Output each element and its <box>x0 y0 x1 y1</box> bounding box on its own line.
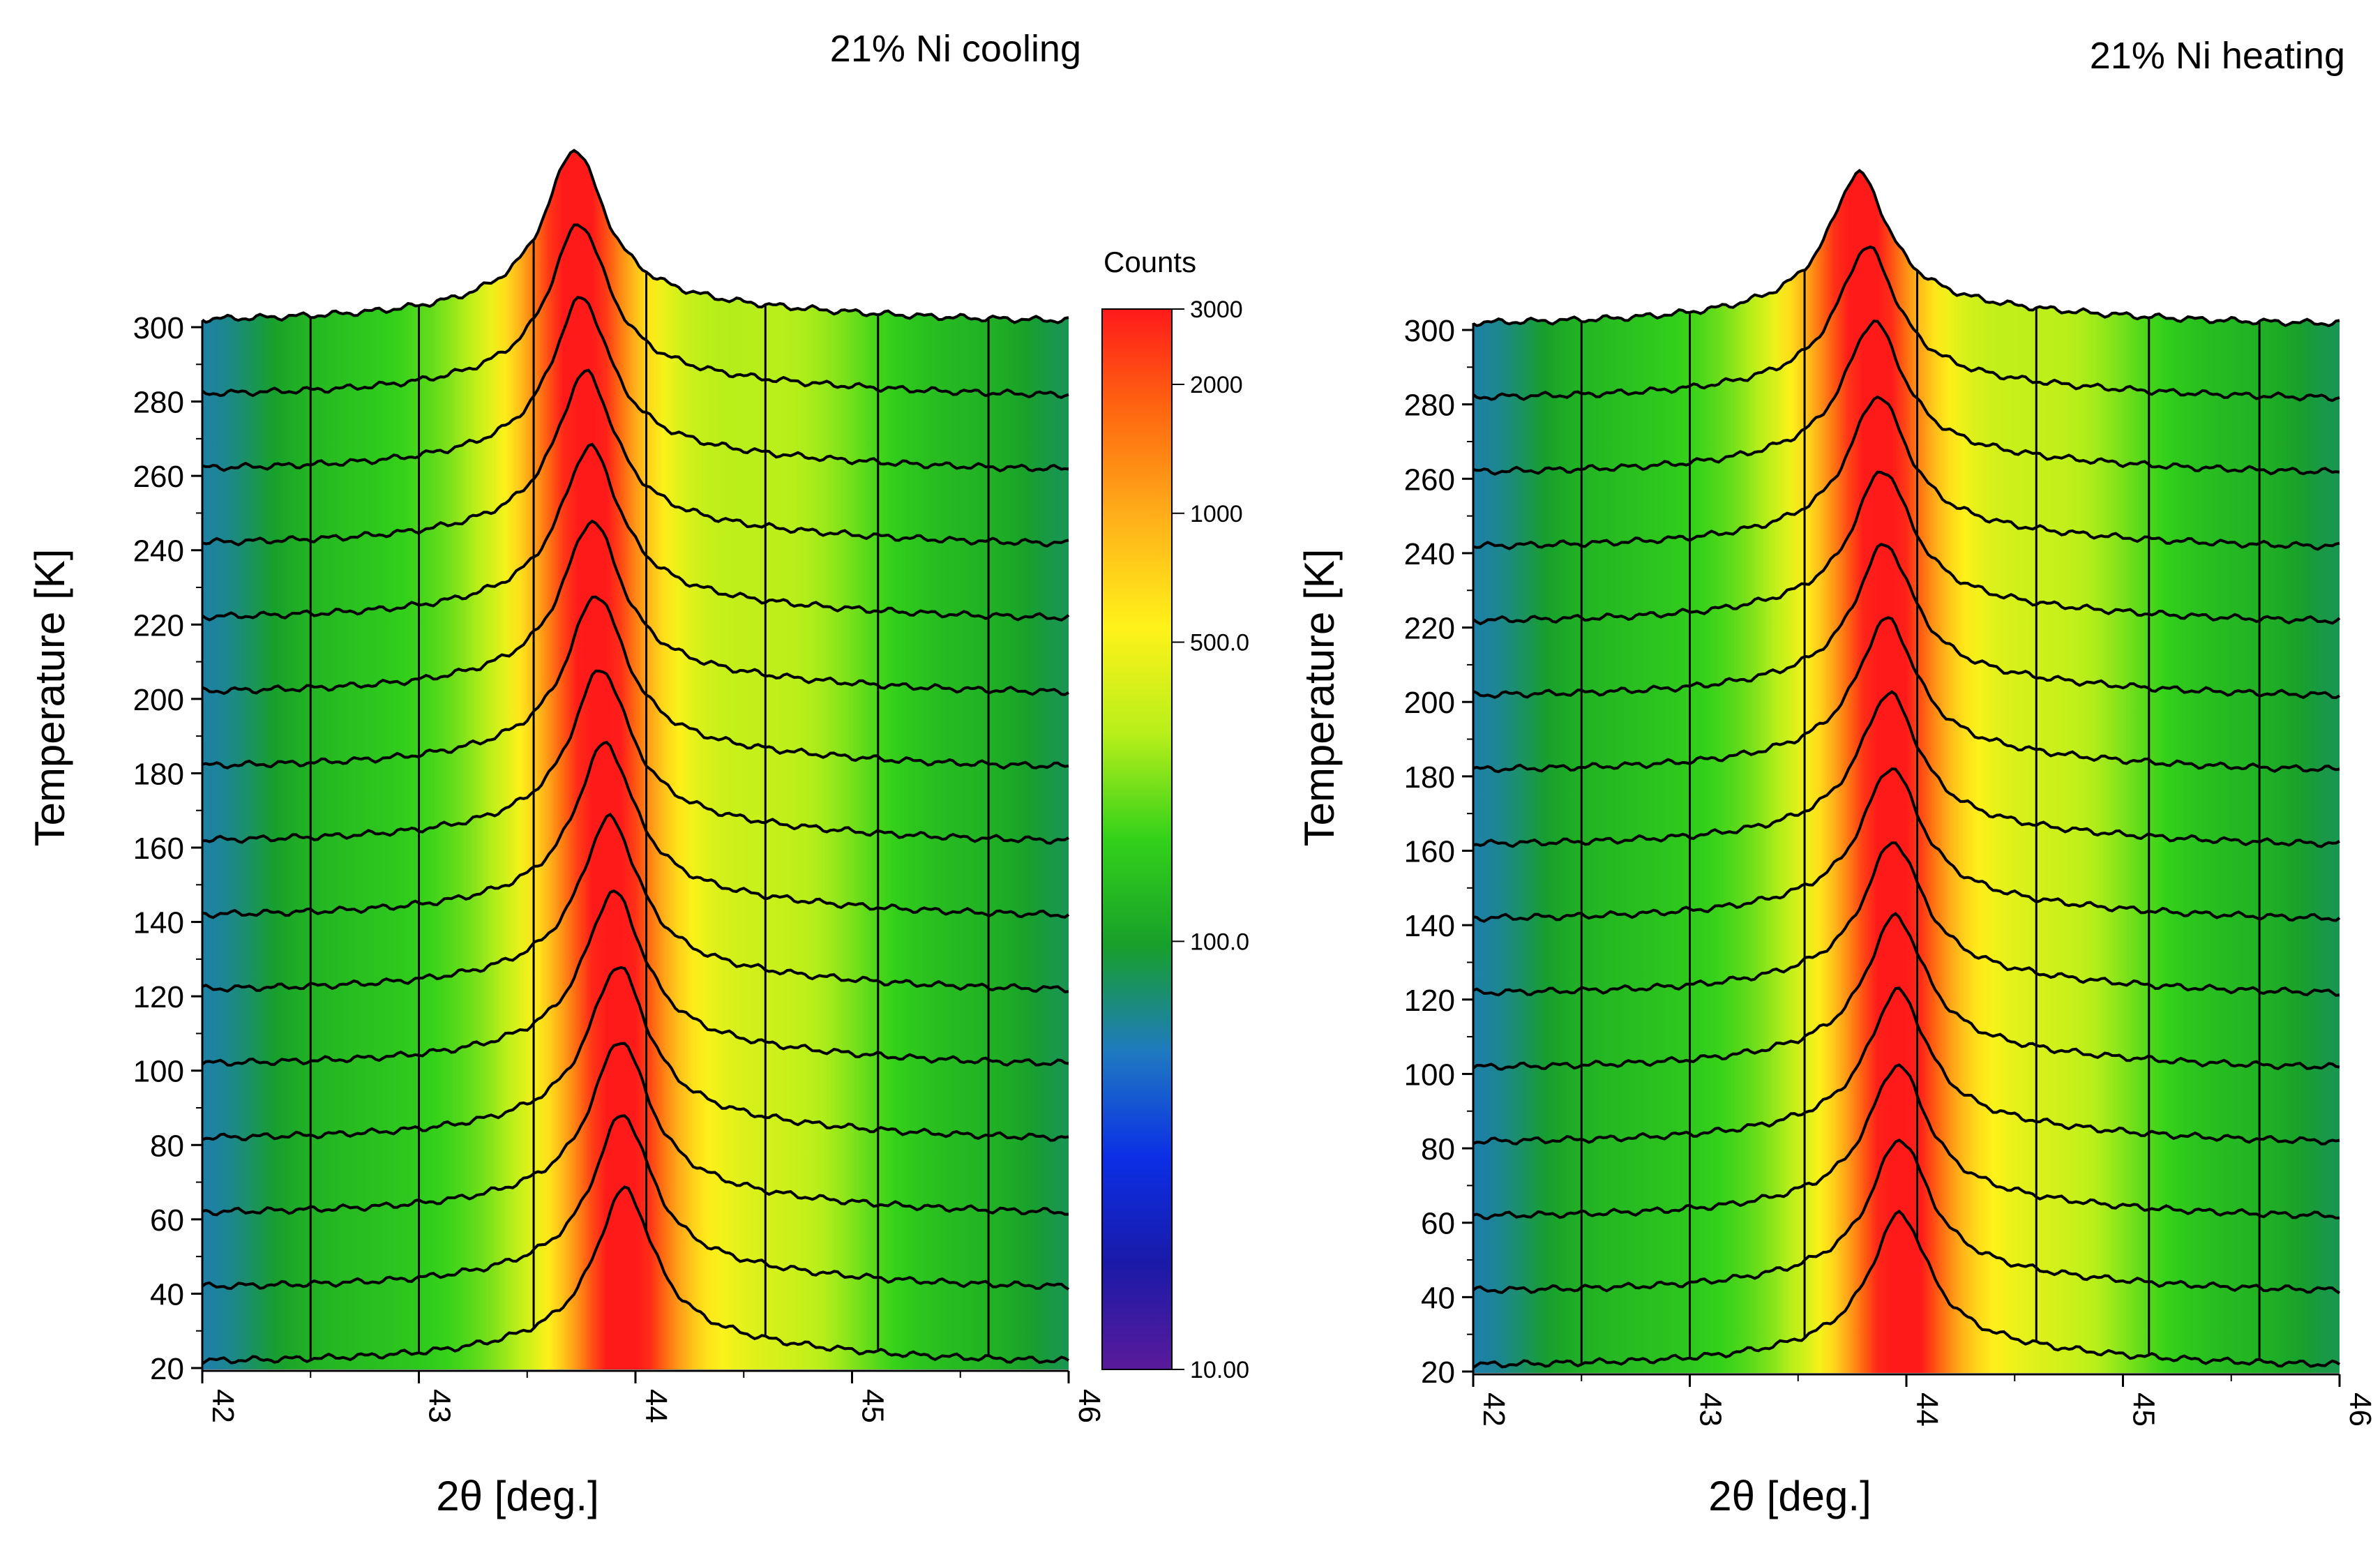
spectrum-line <box>202 595 1069 770</box>
x-tick-label: 45 <box>2127 1392 2161 1427</box>
waterfall-band <box>202 1187 1069 1369</box>
spectrum-line <box>1473 690 2340 848</box>
y-tick-label: 220 <box>1404 612 1455 646</box>
colorbar-tick-label: 10.00 <box>1190 1357 1249 1383</box>
y-tick-label: 40 <box>1421 1281 1455 1315</box>
x-tick-label: 43 <box>423 1389 457 1423</box>
spectrum-line <box>201 149 1069 324</box>
heating-waterfall <box>1472 168 2341 1373</box>
y-tick-label: 240 <box>133 534 184 569</box>
cooling-axes: 20 40 60 80 100 120 140 160 180 200 220 240 260 280 30… <box>133 311 1106 1423</box>
y-tick-label: 180 <box>1404 760 1455 795</box>
spectrum-line <box>1473 841 2340 997</box>
x-tick-label: 45 <box>856 1389 890 1423</box>
cooling-y-axis-title: Temperature [K] <box>27 549 73 847</box>
y-tick-label: 80 <box>150 1129 184 1163</box>
x-tick-label: 46 <box>1072 1389 1106 1423</box>
y-tick-label: 180 <box>133 757 184 791</box>
spectrum-line <box>1473 986 2340 1145</box>
y-tick-label: 260 <box>133 460 184 494</box>
y-tick-label: 80 <box>1421 1132 1455 1166</box>
x-tick-label: 46 <box>2343 1392 2377 1427</box>
spectrum-line <box>202 296 1069 473</box>
spectrum-line <box>201 1185 1070 1365</box>
spectrum-line <box>201 442 1070 622</box>
y-tick-label: 200 <box>1404 686 1455 720</box>
colorbar-ticks: 3000 2000 1000 500.0 100.0 10.00 <box>1172 296 1249 1383</box>
colorbar-tick-label: 2000 <box>1190 372 1243 398</box>
spectrum-line <box>202 519 1069 696</box>
y-tick-label: 160 <box>133 832 184 866</box>
heating-axes: 20 40 60 80 100 120 140 160 180 200 220 240 260 280 30… <box>1404 314 2377 1427</box>
spectrum-line <box>201 889 1069 1067</box>
spectrum-line <box>1473 543 2340 700</box>
y-tick-label: 60 <box>1421 1207 1455 1241</box>
heating-panel: 20 40 60 80 100 120 140 160 180 200 220 240 260 280 30… <box>1296 35 2377 1519</box>
y-tick-label: 60 <box>150 1203 184 1238</box>
x-tick-label: 42 <box>1477 1392 1511 1427</box>
colorbar-tick-label: 500.0 <box>1190 629 1249 656</box>
colorbar-title: Counts <box>1104 246 1196 278</box>
heating-x-axis-title: 2θ [deg.] <box>1708 1473 1871 1519</box>
x-tick-label: 44 <box>639 1389 673 1423</box>
spectrum-line <box>1472 912 2340 1071</box>
heating-y-axis-title: Temperature [K] <box>1296 549 1343 847</box>
y-tick-label: 100 <box>1404 1058 1455 1092</box>
y-tick-label: 100 <box>133 1055 184 1089</box>
spectrum-line <box>202 966 1069 1142</box>
spectrum-line <box>201 1114 1070 1291</box>
y-tick-label: 140 <box>133 906 184 940</box>
y-tick-label: 280 <box>1404 389 1455 423</box>
spectrum-line <box>201 223 1069 399</box>
spectrum-line <box>1473 1063 2340 1221</box>
spectrum-line <box>1472 245 2340 403</box>
spectrum-line <box>1473 395 2340 551</box>
y-tick-label: 140 <box>1404 909 1455 943</box>
spectrum-line <box>1473 616 2340 774</box>
colorbar-tick-label: 1000 <box>1190 501 1243 527</box>
y-tick-label: 20 <box>150 1352 184 1386</box>
spectrum-line <box>202 812 1069 993</box>
y-tick-label: 20 <box>1421 1355 1455 1390</box>
y-tick-label: 300 <box>133 311 184 345</box>
spectrum-line <box>1472 1138 2341 1295</box>
x-tick-label: 43 <box>1694 1392 1728 1427</box>
spectrum-line <box>202 740 1070 919</box>
y-tick-label: 120 <box>1404 984 1455 1018</box>
x-tick-label: 42 <box>206 1389 240 1423</box>
y-tick-label: 220 <box>133 608 184 643</box>
colorbar-tick-label: 3000 <box>1190 296 1243 323</box>
spectrum-line <box>202 1042 1069 1217</box>
spectrum-line <box>1472 470 2341 626</box>
waterfall-band <box>1473 1211 2340 1373</box>
cooling-title: 21% Ni cooling <box>830 28 1081 70</box>
colorbar-tick-label: 100.0 <box>1190 929 1249 955</box>
spectrum-line <box>202 669 1069 845</box>
y-tick-label: 160 <box>1404 835 1455 869</box>
y-tick-label: 280 <box>133 386 184 420</box>
spectrum-line <box>202 368 1069 548</box>
heating-title: 21% Ni heating <box>2090 35 2345 77</box>
y-tick-label: 120 <box>133 980 184 1014</box>
cooling-waterfall <box>201 149 1070 1369</box>
spectrum-line <box>1472 1209 2341 1369</box>
y-tick-label: 200 <box>133 683 184 717</box>
y-tick-label: 260 <box>1404 463 1455 497</box>
cooling-panel: 20 40 60 80 100 120 140 160 180 200 220 240 260 280 30… <box>27 28 1106 1519</box>
spectrum-line <box>1472 168 2340 328</box>
y-tick-label: 40 <box>150 1277 184 1312</box>
y-tick-label: 240 <box>1404 537 1455 571</box>
x-tick-label: 44 <box>1910 1392 1944 1427</box>
cooling-x-axis-title: 2θ [deg.] <box>436 1473 599 1519</box>
spectrum-line <box>1473 767 2341 923</box>
spectrum-line <box>1473 320 2340 476</box>
colorbar-bar <box>1101 308 1173 1370</box>
colorbar: Counts 3000 2000 1000 500.0 100.0 10.00 <box>1101 246 1249 1383</box>
y-tick-label: 300 <box>1404 314 1455 348</box>
